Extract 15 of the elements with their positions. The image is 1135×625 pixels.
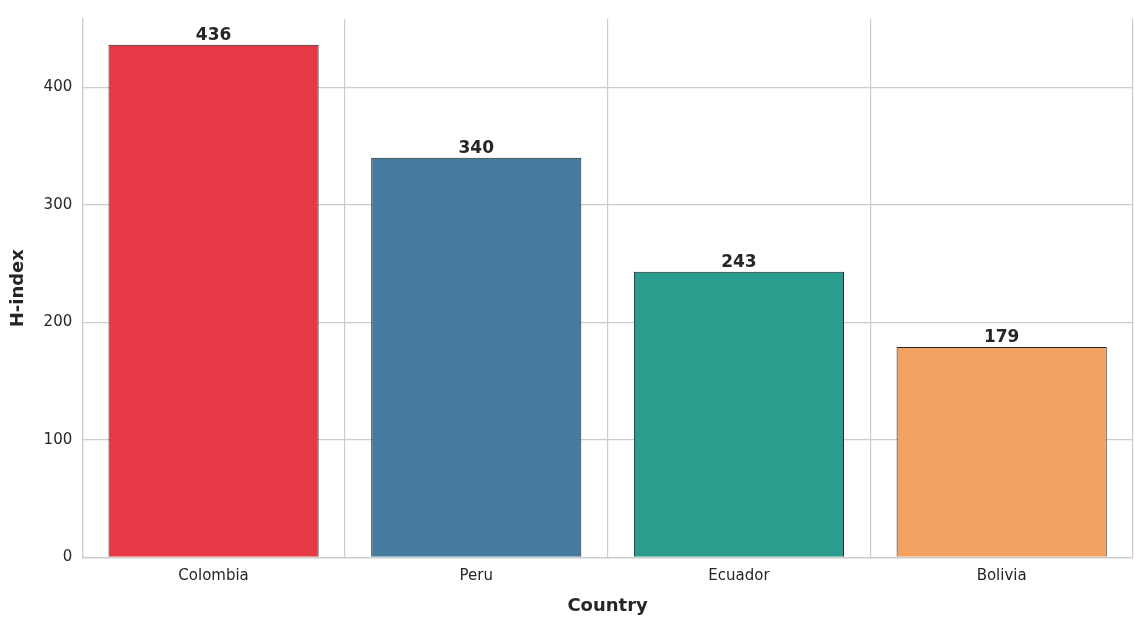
x-tick-label: Colombia	[178, 566, 249, 585]
y-tick-label: 0	[62, 547, 73, 566]
data-label: 179	[983, 325, 1020, 346]
data-label: 243	[721, 250, 757, 271]
x-tick-label: Peru	[459, 566, 493, 585]
y-tick-label: 300	[43, 194, 73, 213]
x-tick-label: Ecuador	[708, 566, 771, 585]
y-tick-label: 400	[43, 77, 73, 96]
y-tick-label: 100	[43, 429, 73, 448]
y-tick-label: 200	[43, 312, 73, 331]
x-tick-label: Bolivia	[976, 566, 1027, 585]
data-label: 340	[458, 136, 495, 157]
data-label: 436	[195, 23, 232, 44]
y-axis-title: H-index	[6, 248, 28, 328]
x-axis-title: Country	[567, 593, 649, 615]
